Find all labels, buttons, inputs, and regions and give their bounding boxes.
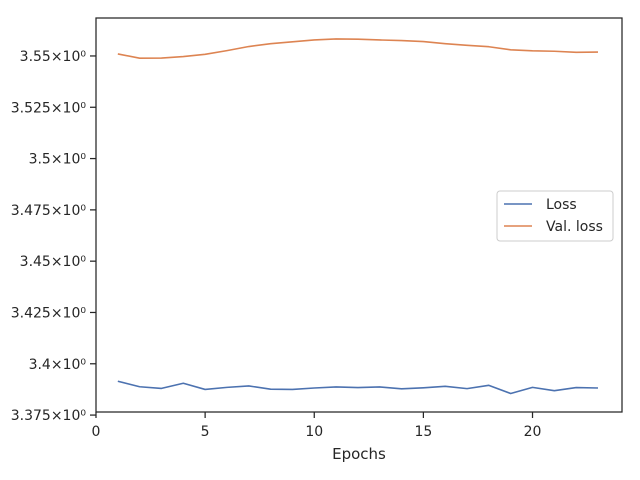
series-layer xyxy=(117,38,599,395)
ticks-layer: 0 5 10 15 20 3.375×10⁰ 3.4×10⁰ 3.425×10⁰ 3.45×10… xyxy=(11,49,542,440)
x-tick-label: 0 xyxy=(92,424,101,440)
x-axis-title: Epochs xyxy=(332,445,386,463)
y-tick-label: 3.425×10⁰ xyxy=(11,305,87,321)
y-tick-label: 3.45×10⁰ xyxy=(20,254,87,270)
x-tick-label: 20 xyxy=(524,424,542,440)
y-tick-label: 3.375×10⁰ xyxy=(11,408,87,424)
series-line-1 xyxy=(117,38,598,60)
legend: Loss Val. loss xyxy=(496,190,614,242)
y-tick-label: 3.525×10⁰ xyxy=(11,100,87,116)
x-tick-label: 5 xyxy=(201,424,210,440)
y-tick-label: 3.55×10⁰ xyxy=(20,49,87,65)
x-tick-label: 15 xyxy=(414,424,432,440)
series-line-0 xyxy=(117,380,599,395)
plot-frame xyxy=(95,17,623,413)
y-tick-label: 3.4×10⁰ xyxy=(29,357,87,373)
legend-label-1: Val. loss xyxy=(546,219,603,235)
legend-items: Loss Val. loss xyxy=(504,197,603,235)
y-tick-label: 3.475×10⁰ xyxy=(11,203,87,219)
y-tick-label: 3.5×10⁰ xyxy=(29,152,87,168)
x-tick-label: 10 xyxy=(305,424,323,440)
legend-label-0: Loss xyxy=(546,197,577,213)
